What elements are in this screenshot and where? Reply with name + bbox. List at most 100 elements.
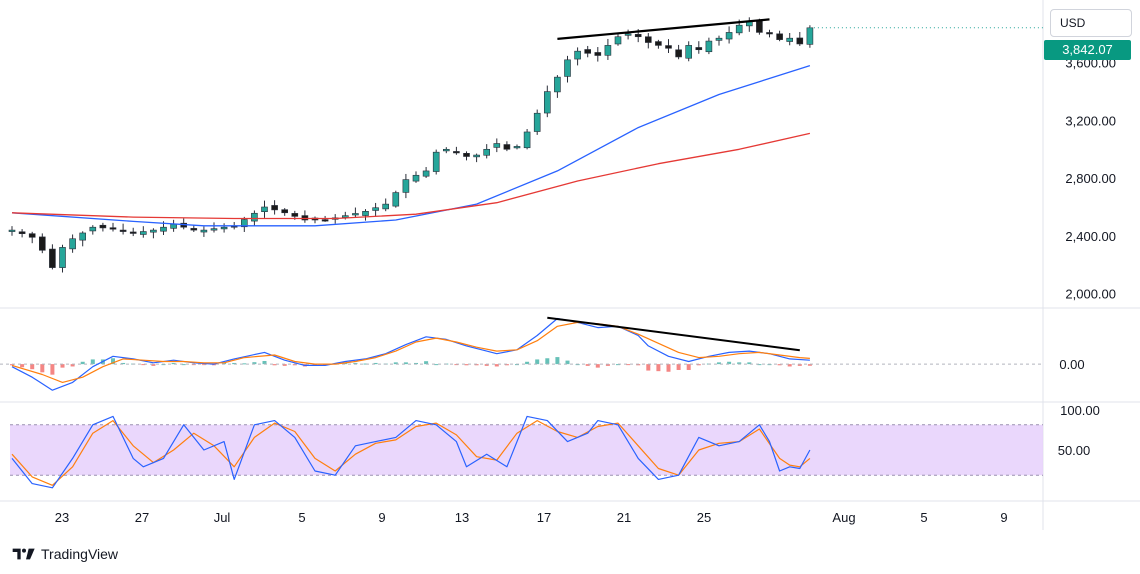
macd-histogram-bar: [313, 364, 317, 366]
candle-body: [766, 32, 773, 35]
candle-body: [695, 47, 703, 51]
candle-body: [291, 213, 299, 217]
candle: [372, 202, 379, 217]
candle: [574, 47, 581, 66]
candle: [675, 44, 682, 60]
candle: [715, 35, 723, 46]
candle-body: [554, 76, 561, 93]
macd-histogram-bar: [222, 362, 227, 365]
macd-histogram-bar: [787, 364, 792, 367]
candle: [453, 146, 460, 155]
macd-histogram-bar: [484, 364, 489, 366]
candle: [685, 41, 693, 62]
macd-histogram-bar: [757, 364, 762, 366]
candle: [594, 47, 602, 62]
macd-histogram-bar: [403, 362, 408, 365]
macd-histogram-bar: [232, 362, 237, 365]
macd-histogram-bar: [727, 361, 732, 365]
candle: [241, 216, 248, 232]
candle-body: [382, 203, 390, 210]
macd-histogram-bar: [373, 362, 378, 365]
tradingview-logo-icon: [12, 548, 35, 560]
macd-histogram-bar: [20, 364, 25, 368]
candle-body: [442, 148, 450, 152]
candle-body: [503, 144, 511, 150]
time-axis-tick: 17: [537, 510, 551, 525]
candle-body: [725, 32, 733, 40]
price-axis-tick: 3,200.00: [1065, 113, 1116, 128]
time-axis-tick: 9: [378, 510, 385, 525]
macd-histogram-bar: [252, 362, 257, 365]
last-price-tag: 3,842.07: [1044, 40, 1131, 60]
candle: [483, 144, 491, 159]
candle-body: [119, 229, 127, 232]
candle-body: [59, 247, 66, 268]
candle: [271, 200, 278, 215]
macd-histogram-bar: [565, 360, 570, 365]
macd-histogram-bar: [181, 364, 186, 366]
candle-body: [281, 209, 289, 214]
price-trendline: [557, 18, 770, 40]
candle-body: [251, 212, 258, 222]
candle: [402, 173, 410, 199]
macd-histogram-bar: [696, 364, 701, 366]
candle-body: [735, 24, 743, 34]
candle-body: [614, 36, 622, 45]
candle-body: [392, 192, 400, 207]
candle: [392, 190, 400, 208]
candle: [352, 207, 359, 218]
macd-histogram-bar: [242, 363, 247, 365]
candle: [473, 153, 480, 163]
macd-histogram-bar: [474, 364, 479, 366]
price-axis-tick: 2,000.00: [1065, 287, 1116, 302]
candle-body: [412, 174, 420, 182]
brand[interactable]: TradingView: [12, 544, 118, 564]
candle: [776, 30, 783, 42]
candle: [38, 233, 46, 254]
candle: [463, 151, 470, 161]
candle: [150, 228, 157, 239]
time-axis-tick: Aug: [832, 510, 855, 525]
candle: [725, 26, 733, 44]
candle-body: [402, 179, 410, 193]
macd-axis-tick: 0.00: [1059, 357, 1084, 372]
candle: [129, 227, 137, 237]
macd-histogram-bar: [807, 364, 812, 366]
candle-body: [28, 233, 36, 238]
candle: [281, 208, 289, 216]
candle-body: [49, 248, 56, 268]
macd-histogram-bar: [363, 363, 368, 365]
candle-body: [261, 206, 268, 213]
macd-signal-line: [11, 321, 810, 383]
macd-histogram-bar: [323, 364, 328, 366]
macd-histogram-bar: [10, 364, 14, 366]
macd-histogram-bar: [141, 364, 146, 366]
macd-histogram-bar: [504, 364, 509, 366]
time-axis-tick: 25: [697, 510, 711, 525]
time-axis-tick: Jul: [214, 510, 231, 525]
candle-body: [776, 33, 783, 40]
candle: [513, 144, 521, 150]
candle-body: [109, 227, 117, 230]
time-axis-tick: 5: [298, 510, 305, 525]
currency-selector[interactable]: USD: [1050, 9, 1132, 37]
macd-histogram-bar: [525, 361, 530, 365]
macd-histogram-bar: [626, 364, 631, 366]
candle-body: [644, 36, 652, 43]
candle-body: [705, 40, 713, 53]
candle: [79, 231, 86, 247]
candle: [89, 225, 97, 235]
candle: [109, 222, 117, 232]
candle: [705, 37, 713, 55]
macd-histogram-bar: [171, 362, 176, 365]
candle: [665, 39, 672, 54]
candle: [119, 223, 127, 235]
candle-body: [341, 215, 349, 218]
candle-body: [200, 229, 208, 233]
macd-histogram-bar: [585, 364, 590, 366]
candle-body: [594, 52, 602, 56]
macd-histogram-bar: [464, 364, 469, 366]
candle: [796, 31, 804, 46]
candle: [99, 222, 107, 232]
